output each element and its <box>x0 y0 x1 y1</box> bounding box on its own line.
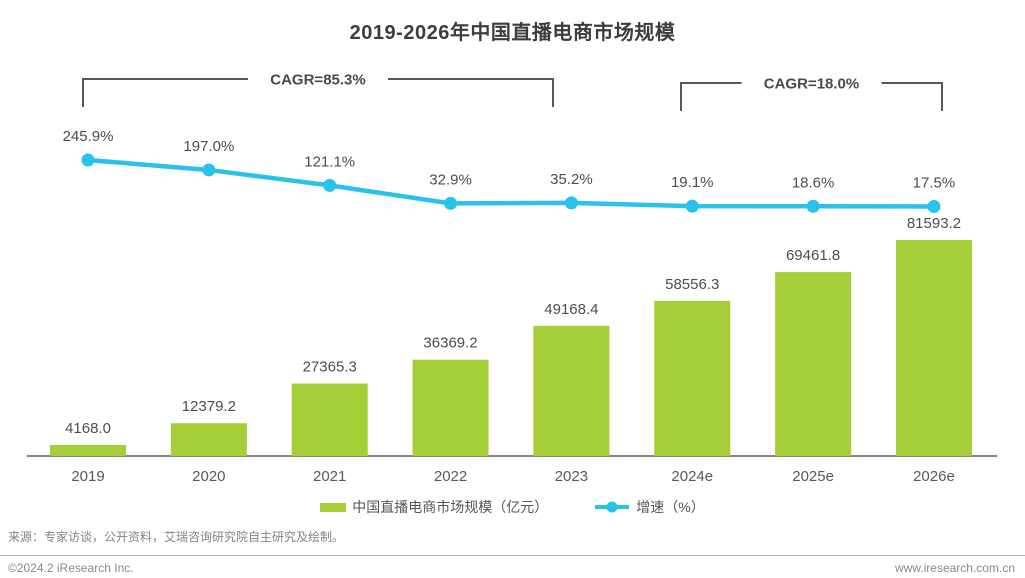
growth-value-label-2023: 35.2% <box>550 171 593 188</box>
footer-copyright: ©2024.2 iResearch Inc. <box>8 561 134 575</box>
legend-label-market-size: 中国直播电商市场规模（亿元） <box>352 499 549 515</box>
growth-point-2022 <box>444 196 458 210</box>
x-tick-label-2025e: 2025e <box>792 468 834 485</box>
x-tick-label-2020: 2020 <box>192 468 225 485</box>
growth-value-label-2020: 197.0% <box>183 138 234 155</box>
x-tick-label-2024e: 2024e <box>671 468 713 485</box>
page-title: 2019-2026年中国直播电商市场规模 <box>349 22 676 44</box>
bar-2019 <box>50 444 126 456</box>
x-tick-label-2019: 2019 <box>71 468 104 485</box>
growth-line <box>85 157 937 209</box>
growth-value-label-2024e: 19.1% <box>671 174 714 191</box>
cagr-label-1: CAGR=85.3% <box>270 72 365 89</box>
line-series-swatch-icon <box>595 501 630 513</box>
growth-point-2023 <box>564 196 578 210</box>
bar-value-label-2025e: 69461.8 <box>786 247 840 264</box>
growth-point-2026e <box>927 200 941 213</box>
bar-2020 <box>170 423 247 456</box>
growth-value-label-2025e: 18.6% <box>792 174 835 191</box>
bar-value-label-2026e: 81593.2 <box>907 215 961 232</box>
bar-2023 <box>533 325 610 456</box>
legend-item-growth: 增速（%） <box>594 497 705 517</box>
chart-legend: 中国直播电商市场规模（亿元） 增速（%） <box>0 497 1025 517</box>
growth-point-2020 <box>202 163 216 177</box>
growth-value-label-2019: 245.9% <box>63 128 114 145</box>
cagr-label-2: CAGR=18.0% <box>764 76 859 93</box>
bar-value-label-2024e: 58556.3 <box>665 276 719 293</box>
bar-2022 <box>412 359 489 456</box>
x-tick-label-2022: 2022 <box>434 468 467 485</box>
growth-value-label-2026e: 17.5% <box>913 175 956 192</box>
bar-value-label-2021: 27365.3 <box>303 359 357 376</box>
growth-point-2024e <box>685 199 699 213</box>
footer: ©2024.2 iResearch Inc. www.iresearch.com… <box>0 555 1025 575</box>
bar-value-label-2020: 12379.2 <box>182 398 236 415</box>
bar-2021 <box>291 383 368 456</box>
legend-label-growth: 增速（%） <box>636 499 705 515</box>
bar-series-swatch-icon <box>320 502 347 512</box>
growth-value-label-2021: 121.1% <box>304 153 355 170</box>
legend-item-market-size: 中国直播电商市场规模（亿元） <box>320 497 548 517</box>
x-tick-label-2023: 2023 <box>555 468 588 485</box>
cagr-bracket-2 <box>680 82 943 111</box>
source-note: 来源：专家访谈，公开资料，艾瑞咨询研究院自主研究及绘制。 <box>8 530 345 544</box>
growth-point-2025e <box>806 199 820 213</box>
bar-2025e <box>775 272 852 456</box>
bar-2024e <box>654 300 731 456</box>
x-tick-label-2021: 2021 <box>313 468 346 485</box>
growth-point-2019 <box>81 153 95 167</box>
bar-value-label-2022: 36369.2 <box>423 335 477 352</box>
bar-value-label-2019: 4168.0 <box>65 420 111 437</box>
growth-point-2021 <box>323 178 337 192</box>
bar-value-label-2023: 49168.4 <box>544 301 598 318</box>
bar-2026e <box>895 240 972 456</box>
footer-website: www.iresearch.com.cn <box>894 561 1015 575</box>
cagr-bracket-1 <box>82 78 554 107</box>
growth-value-label-2022: 32.9% <box>429 171 472 188</box>
x-tick-label-2026e: 2026e <box>913 468 955 485</box>
